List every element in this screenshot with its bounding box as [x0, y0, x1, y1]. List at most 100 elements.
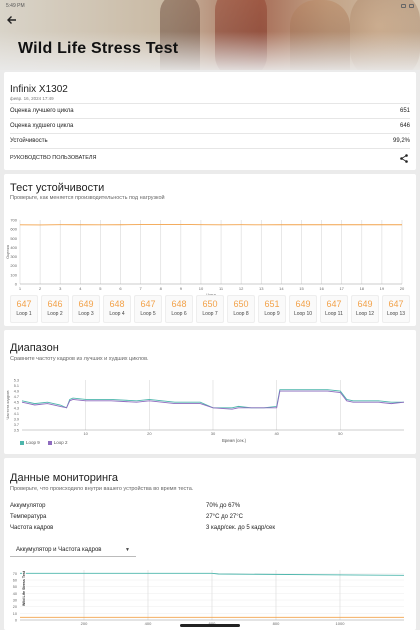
x-tick-label: 40 — [274, 431, 279, 436]
x-tick-label: 20 — [147, 431, 152, 436]
x-tick-label: 17 — [339, 286, 344, 291]
loop-label: Loop 12 — [355, 311, 375, 317]
y-tick-label: 500 — [10, 236, 17, 241]
loop-tile[interactable]: 649 Loop 12 — [351, 295, 379, 323]
x-tick-label: 30 — [211, 431, 216, 436]
device-card: Infinix X1302 февр. 16, 2024 17:49 Оценк… — [4, 72, 416, 170]
x-tick-label: 9 — [180, 286, 183, 291]
loop-score: 649 — [295, 299, 311, 309]
x-tick-label: 18 — [360, 286, 365, 291]
x-tick-label: 50 — [338, 431, 343, 436]
row-value: 651 — [399, 108, 410, 114]
loop-score: 648 — [109, 299, 125, 309]
x-tick-label: 19 — [380, 286, 385, 291]
y-tick-label: 0 — [15, 619, 17, 623]
section-title: Диапазон — [10, 342, 59, 354]
loop-score: 649 — [357, 299, 373, 309]
row-value: 99,2% — [392, 138, 410, 144]
device-name: Infinix X1302 — [10, 84, 68, 95]
monitor-label: Температура — [10, 514, 47, 520]
x-tick-label: 2 — [39, 286, 42, 291]
loop-label: Loop 5 — [140, 311, 156, 317]
monitor-row: Частота кадров 3 кадр/сек. до 5 кадр/сек — [10, 525, 410, 531]
loop-label: Loop 3 — [78, 311, 94, 317]
y-tick-label: 0 — [15, 282, 18, 287]
x-tick-label: 16 — [319, 286, 324, 291]
status-bar: 5:49 PM — [0, 0, 420, 12]
user-guide-link[interactable]: РУКОВОДСТВО ПОЛЬЗОВАТЕЛЯ — [10, 151, 410, 165]
y-tick-label: 60 — [13, 579, 17, 583]
y-tick-label: 40 — [13, 592, 17, 596]
divider — [10, 118, 410, 119]
loop-tile[interactable]: 648 Loop 4 — [103, 295, 131, 323]
monitor-dropdown[interactable]: Аккумулятор и Частота кадров ▼ — [10, 543, 136, 557]
range-chart: 3.5 3.7 3.94.1 4.34.5 4.74.9 5.15.3 10 20 30 40 50… — [5, 379, 405, 443]
section-title: Данные мониторинга — [10, 472, 118, 484]
y-tick-label: 600 — [10, 227, 17, 232]
chart-legend: Loop 9 Loop 2 — [20, 440, 68, 445]
row-label: Оценка худшего цикла — [10, 123, 74, 129]
loop-tile[interactable]: 651 Loop 9 — [258, 295, 286, 323]
x-axis-label: Цикл — [206, 292, 216, 297]
stability-card: Тест устойчивости Проверьте, как меняетс… — [4, 174, 416, 326]
loop-tile[interactable]: 646 Loop 2 — [41, 295, 69, 323]
monitor-label: Частота кадров — [10, 525, 54, 531]
loop-tile[interactable]: 647 Loop 13 — [382, 295, 410, 323]
y-tick-label: 50 — [13, 585, 17, 589]
monitoring-chart: 0 10 20 30 40 50 60 70 200 400 600 800 1000 Wild Life… — [13, 570, 405, 626]
x-tick-label: 4 — [79, 286, 82, 291]
loop-tile[interactable]: 647 Loop 5 — [134, 295, 162, 323]
x-tick-label: 12 — [239, 286, 244, 291]
x-tick-label: 7 — [140, 286, 143, 291]
y-tick-label: 300 — [10, 254, 17, 259]
y-tick-label: 4.1 — [14, 412, 19, 416]
monitor-value: 70% до 67% — [206, 503, 241, 509]
y-tick-label: 3.5 — [14, 429, 19, 433]
wifi-icon — [401, 4, 406, 8]
loop-label: Loop 10 — [293, 311, 313, 317]
home-indicator[interactable] — [180, 624, 240, 627]
divider — [10, 133, 410, 134]
loop-score: 650 — [202, 299, 218, 309]
share-icon[interactable] — [400, 154, 408, 163]
x-tick-label: 14 — [279, 286, 284, 291]
back-button[interactable] — [6, 14, 22, 28]
y-tick-label: 10 — [13, 612, 17, 616]
y-tick-label: 700 — [10, 218, 17, 223]
legend-item: Loop 2 — [47, 440, 68, 445]
loop-tile[interactable]: 649 Loop 10 — [289, 295, 317, 323]
x-tick-label: 1000 — [336, 621, 346, 626]
x-tick-label: 800 — [273, 621, 280, 626]
loop-tile[interactable]: 650 Loop 7 — [196, 295, 224, 323]
test-date: февр. 16, 2024 17:49 — [10, 96, 54, 101]
y-tick-label: 4.9 — [14, 390, 19, 394]
row-label: Оценка лучшего цикла — [10, 108, 74, 114]
loop-tile[interactable]: 649 Loop 3 — [72, 295, 100, 323]
status-time: 5:49 PM — [6, 3, 25, 9]
x-tick-label: 10 — [199, 286, 204, 291]
loop-tile[interactable]: 648 Loop 6 — [165, 295, 193, 323]
loop-tile[interactable]: 647 Loop 1 — [10, 295, 38, 323]
page-title: Wild Life Stress Test — [18, 40, 179, 57]
series-line — [20, 572, 405, 576]
caret-down-icon: ▼ — [125, 547, 130, 553]
battery-icon — [409, 4, 414, 8]
legend-swatch — [47, 440, 52, 445]
y-tick-label: 4.5 — [14, 401, 19, 405]
loop-score: 646 — [47, 299, 63, 309]
y-tick-label: 30 — [13, 599, 17, 603]
system-icons — [401, 3, 414, 9]
loop-tile[interactable]: 647 Loop 11 — [320, 295, 348, 323]
divider — [10, 148, 410, 149]
x-tick-label: 5 — [99, 286, 102, 291]
loop-tile[interactable]: 650 Loop 8 — [227, 295, 255, 323]
y-tick-label: 3.9 — [14, 417, 19, 421]
section-title: Тест устойчивости — [10, 182, 105, 194]
loop-score: 649 — [78, 299, 94, 309]
monitoring-card: Данные мониторинга Проверьте, что происх… — [4, 458, 416, 630]
y-tick-label: 3.7 — [14, 423, 19, 427]
score-row: Оценка худшего цикла 646 — [10, 119, 410, 133]
hero-banner — [0, 0, 420, 70]
monitor-label: Аккумулятор — [10, 503, 46, 509]
